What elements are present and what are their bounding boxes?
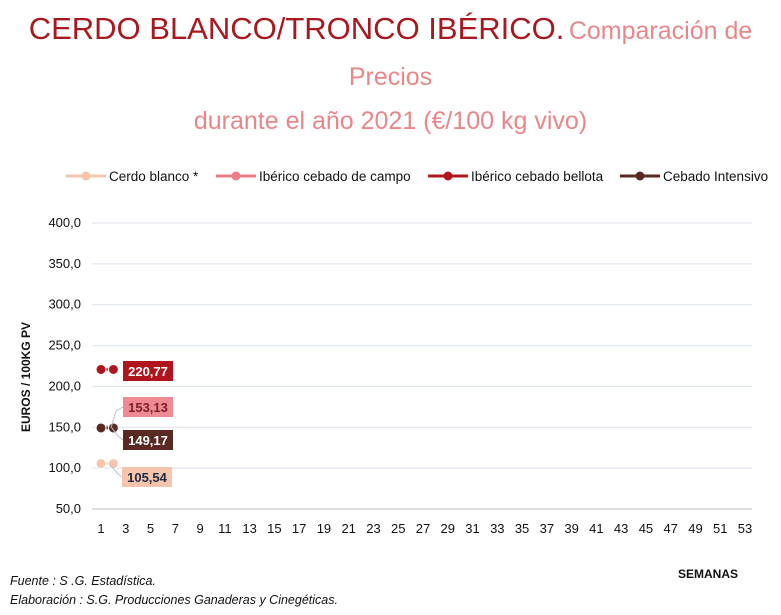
y-tick-label: 350,0 bbox=[48, 256, 81, 271]
x-tick-label: 39 bbox=[564, 521, 578, 536]
x-tick-label: 13 bbox=[242, 521, 256, 536]
x-tick-label: 23 bbox=[366, 521, 380, 536]
y-axis-label: EUROS / 100KG PV bbox=[19, 321, 33, 433]
title-sub: Comparación de Precios bbox=[348, 17, 753, 91]
x-tick-label: 49 bbox=[688, 521, 702, 536]
x-tick-label: 11 bbox=[218, 521, 232, 536]
legend-item-cerdo-blanco: Cerdo blanco * bbox=[66, 166, 198, 186]
legend-label: Cebado Intensivo bbox=[663, 168, 769, 184]
x-tick-label: 31 bbox=[465, 521, 479, 536]
legend-swatch bbox=[66, 171, 106, 181]
x-axis-label: SEMANAS bbox=[678, 567, 739, 581]
data-point bbox=[107, 458, 119, 470]
x-tick-label: 3 bbox=[122, 521, 129, 536]
x-tick-label: 45 bbox=[639, 521, 653, 536]
data-label-box bbox=[123, 430, 173, 450]
data-point bbox=[95, 458, 107, 470]
chart-title: CERDO BLANCO/TRONCO IBÉRICO. Comparación… bbox=[0, 8, 781, 142]
y-tick-label: 250,0 bbox=[48, 338, 81, 353]
y-tick-label: 150,0 bbox=[48, 419, 81, 434]
x-tick-label: 53 bbox=[738, 521, 752, 536]
x-tick-label: 21 bbox=[341, 521, 355, 536]
x-tick-label: 43 bbox=[614, 521, 628, 536]
x-tick-label: 29 bbox=[441, 521, 455, 536]
x-tick-label: 15 bbox=[267, 521, 281, 536]
y-tick-label: 400,0 bbox=[48, 215, 81, 230]
leader-line bbox=[110, 406, 124, 429]
y-tick-label: 200,0 bbox=[48, 378, 81, 393]
legend: Cerdo blanco * Ibérico cebado de campo I… bbox=[62, 166, 772, 186]
leader-line bbox=[111, 427, 124, 441]
legend-item-iberico-campo: Ibérico cebado de campo bbox=[216, 166, 411, 186]
x-tick-label: 1 bbox=[97, 521, 104, 536]
data-label-box bbox=[123, 361, 173, 381]
legend-label: Ibérico cebado bellota bbox=[471, 168, 604, 184]
footer-elaboration: Elaboración : S.G. Producciones Ganadera… bbox=[10, 593, 338, 607]
data-label-box bbox=[123, 397, 173, 417]
data-point bbox=[95, 363, 107, 375]
x-tick-label: 51 bbox=[713, 521, 727, 536]
leader-line bbox=[109, 464, 123, 478]
title-main: CERDO BLANCO/TRONCO IBÉRICO. bbox=[28, 11, 565, 46]
x-tick-label: 9 bbox=[196, 521, 203, 536]
footer-source: Fuente : S .G. Estadística. bbox=[10, 574, 156, 588]
data-label: 105,54 bbox=[127, 470, 168, 485]
x-tick-label: 7 bbox=[172, 521, 179, 536]
data-label-box bbox=[122, 467, 172, 487]
data-point bbox=[95, 422, 107, 434]
x-tick-label: 5 bbox=[147, 521, 154, 536]
y-tick-label: 100,0 bbox=[48, 460, 81, 475]
title-sub-line2: durante el año 2021 (€/100 kg vivo) bbox=[193, 107, 588, 135]
data-label: 149,17 bbox=[128, 433, 168, 448]
x-tick-label: 19 bbox=[317, 521, 331, 536]
data-label: 153,13 bbox=[128, 400, 168, 415]
x-tick-label: 37 bbox=[540, 521, 554, 536]
data-point bbox=[107, 363, 119, 375]
x-tick-label: 17 bbox=[292, 521, 306, 536]
legend-item-cebado-intensivo: Cebado Intensivo bbox=[620, 166, 768, 186]
y-tick-label: 50,0 bbox=[56, 501, 81, 516]
x-tick-label: 25 bbox=[391, 521, 405, 536]
x-tick-label: 47 bbox=[663, 521, 677, 536]
legend-label: Cerdo blanco * bbox=[109, 168, 199, 184]
legend-swatch bbox=[216, 171, 256, 181]
legend-item-iberico-bellota: Ibérico cebado bellota bbox=[428, 166, 603, 186]
x-tick-label: 35 bbox=[515, 521, 529, 536]
legend-label: Ibérico cebado de campo bbox=[259, 168, 411, 184]
data-point bbox=[107, 422, 119, 434]
legend-swatch bbox=[620, 171, 660, 181]
y-tick-label: 300,0 bbox=[48, 297, 81, 312]
x-tick-label: 33 bbox=[490, 521, 504, 536]
data-label: 220,77 bbox=[128, 364, 168, 379]
legend-swatch bbox=[428, 171, 468, 181]
x-tick-label: 27 bbox=[416, 521, 430, 536]
x-tick-label: 41 bbox=[589, 521, 603, 536]
